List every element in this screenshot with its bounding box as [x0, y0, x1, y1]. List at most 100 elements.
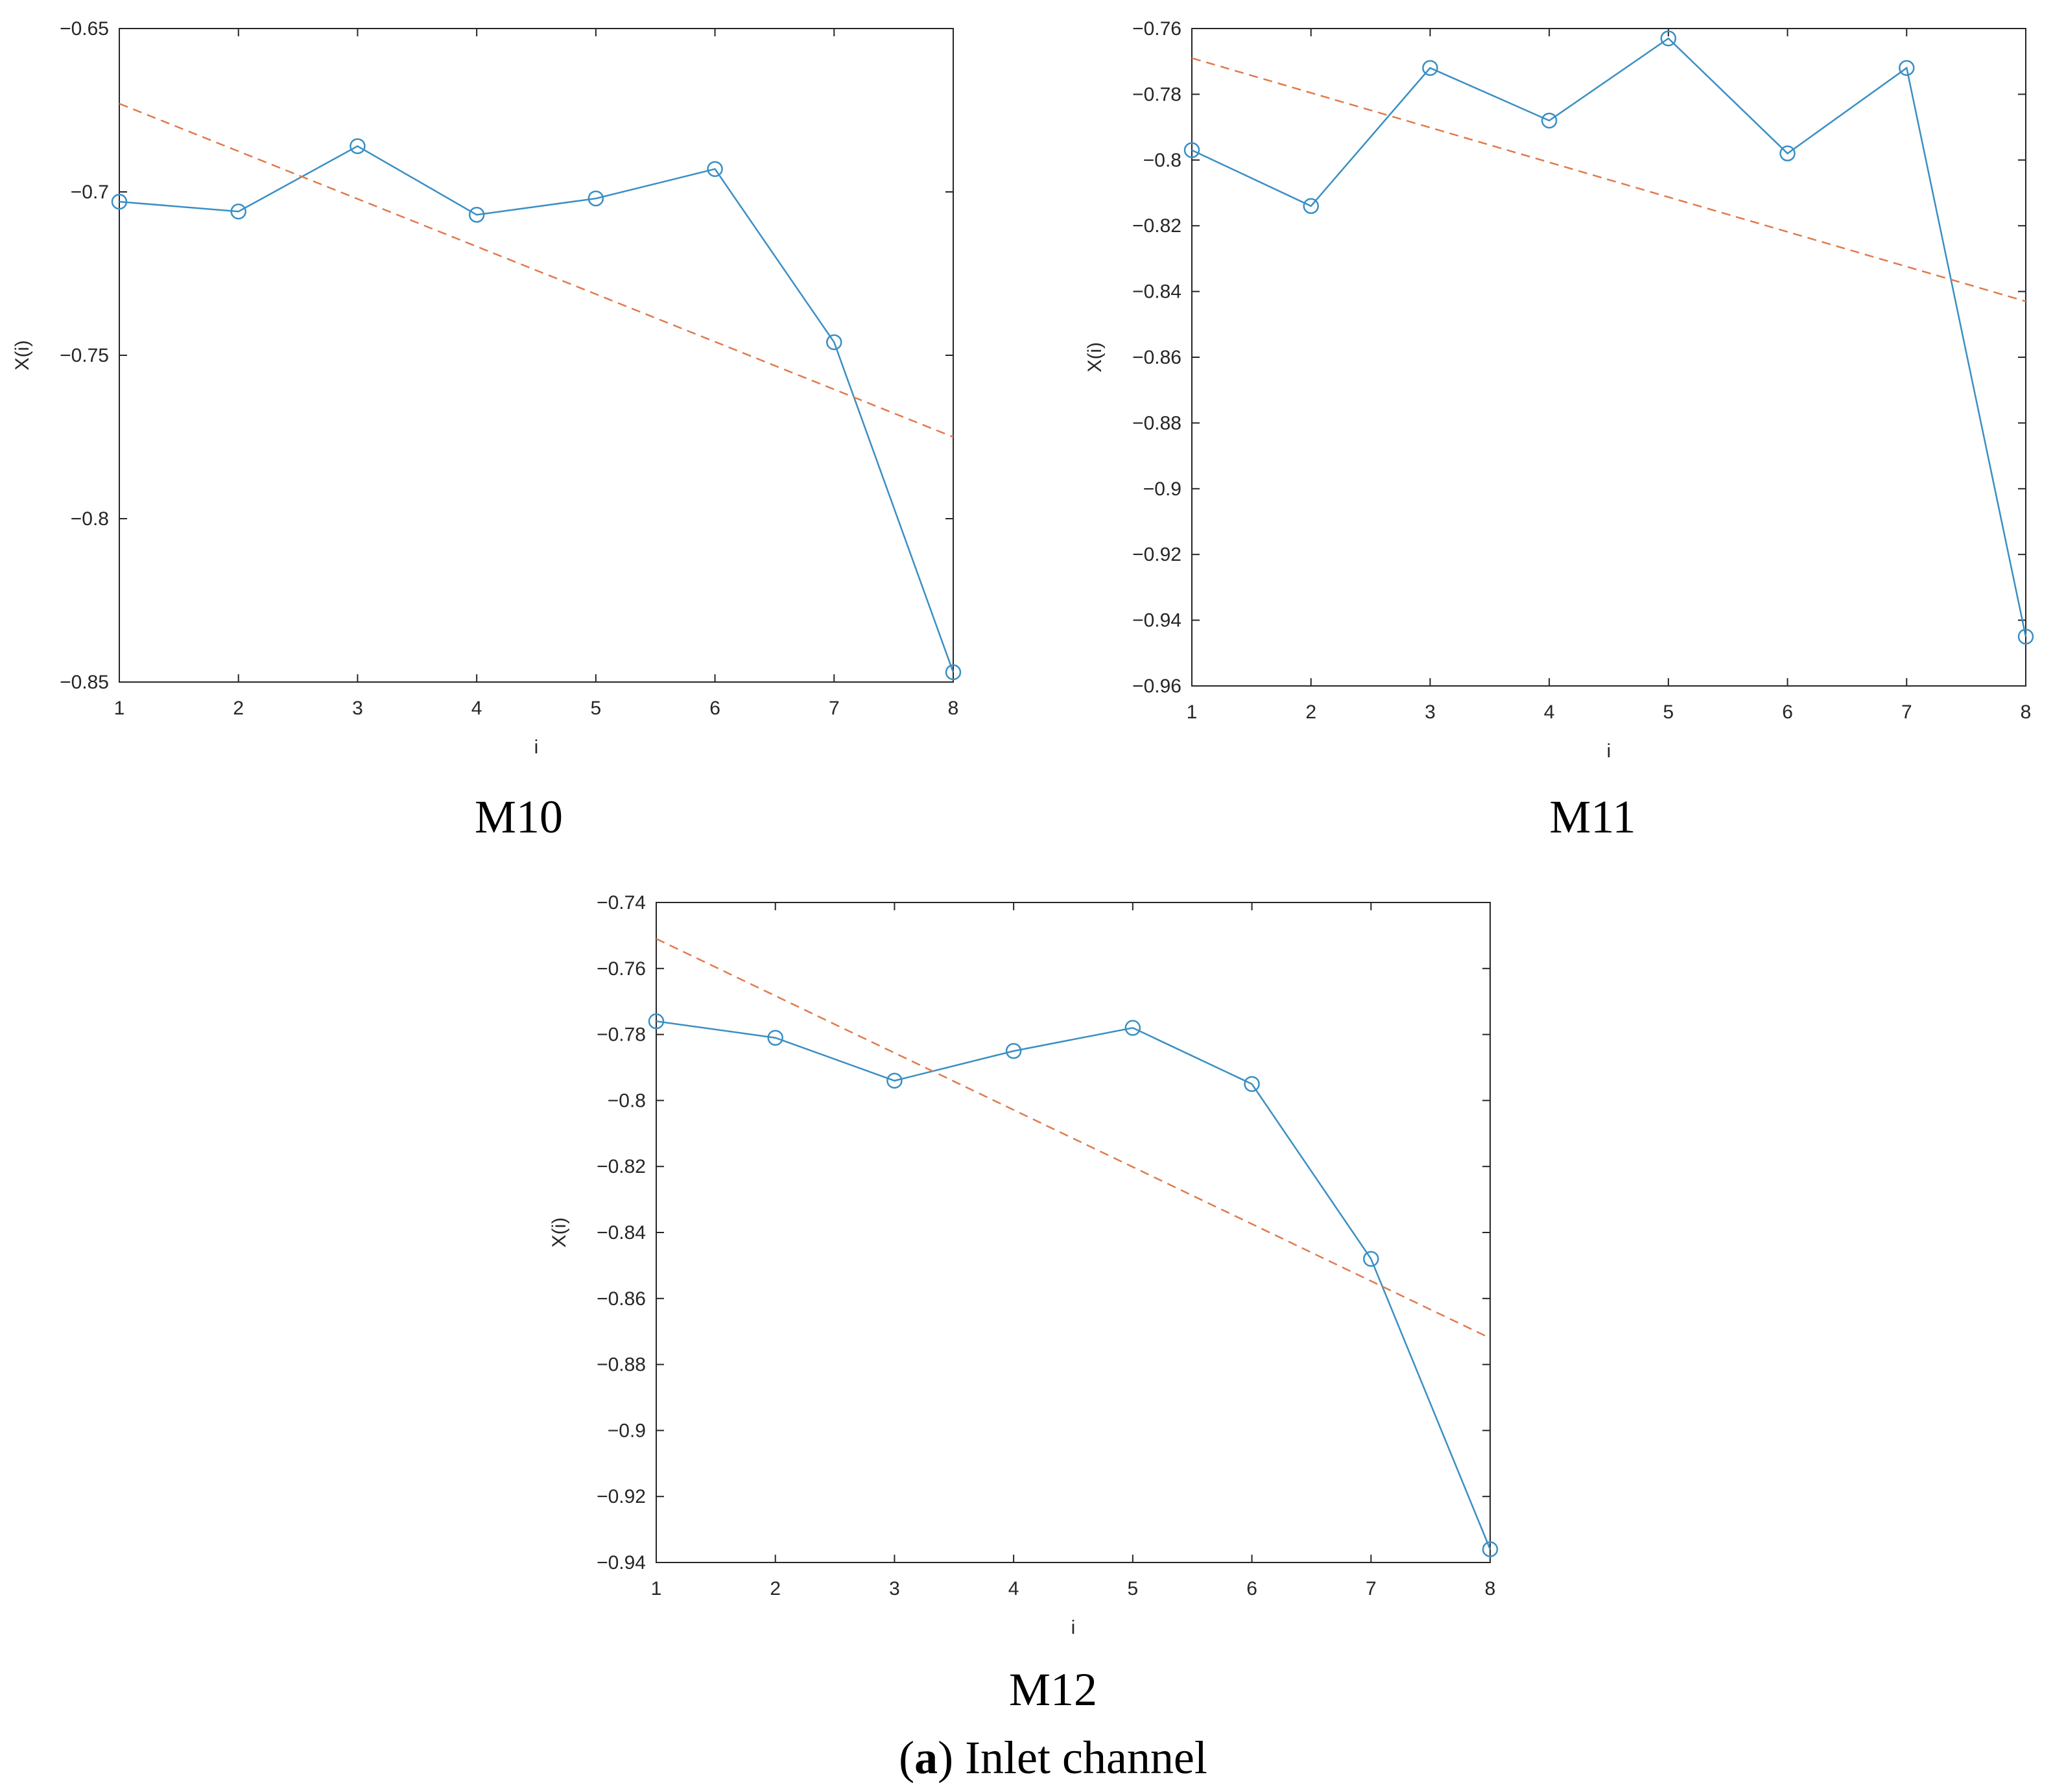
m10-ytick-label: −0.75 — [60, 345, 109, 366]
m12-trend-line — [656, 937, 1491, 1339]
m11-ytick-label: −0.94 — [1132, 610, 1181, 631]
m11-xtick-label: 1 — [1187, 701, 1198, 723]
m11-ylabel: X(i) — [1084, 342, 1106, 373]
m10-xtick-label: 8 — [948, 698, 959, 719]
m12-ylabel: X(i) — [549, 1218, 570, 1248]
m12-xtick-label: 1 — [651, 1578, 662, 1599]
m12-ytick-label: −0.9 — [608, 1420, 646, 1441]
m10-data-point — [230, 203, 246, 220]
m12-ytick-label: −0.94 — [597, 1552, 646, 1574]
m12-data-point — [648, 1013, 665, 1030]
m12-ytick-label: −0.74 — [597, 892, 646, 914]
caption-text: Inlet channel — [965, 1732, 1207, 1784]
caption-letter: a — [914, 1732, 938, 1784]
m11-axes-box — [1191, 28, 2026, 687]
m11-data-point — [1183, 142, 1200, 158]
m10-ylabel: X(i) — [12, 340, 33, 371]
m12-data-point — [886, 1072, 903, 1089]
m10-xtick-label: 1 — [114, 698, 125, 719]
panel-label-m11: M11 — [1549, 791, 1635, 843]
m11-ytick-label: −0.76 — [1132, 18, 1181, 40]
m11-xtick-label: 3 — [1425, 701, 1436, 723]
m10-xtick-label: 4 — [471, 698, 482, 719]
m12-data-point — [767, 1030, 783, 1046]
m12-xtick-label: 8 — [1485, 1578, 1496, 1599]
m11-xlabel: i — [1607, 740, 1611, 762]
m12-data-point — [1482, 1541, 1499, 1557]
m12-data-point — [1244, 1076, 1260, 1092]
m11-xtick-label: 8 — [2021, 701, 2032, 723]
m10-ytick-label: −0.65 — [60, 18, 109, 40]
m12-axes-box — [656, 902, 1491, 1563]
m10-ytick-label: −0.85 — [60, 672, 109, 693]
chart-m11: 1 2 3 4 5 6 7 8 −0.96 −0.94 −0.92 −0.9 −0.88 −0.86 −0.… — [1084, 18, 2034, 762]
m11-data-point — [1541, 112, 1558, 129]
m12-data-point — [1005, 1043, 1022, 1059]
m11-ytick-label: −0.88 — [1132, 412, 1181, 434]
m10-trend-line — [119, 102, 954, 438]
m12-xtick-label: 6 — [1246, 1578, 1257, 1599]
m10-data-point — [945, 664, 962, 681]
m10-data-point — [111, 193, 128, 210]
m11-data-point — [1779, 145, 1796, 161]
m10-series-line — [119, 145, 955, 673]
m11-series-line — [1191, 37, 2027, 637]
m11-ytick-label: −0.78 — [1132, 84, 1181, 105]
m10-data-point — [468, 207, 485, 223]
m12-ytick-label: −0.92 — [597, 1486, 646, 1507]
m11-ytick-label: −0.84 — [1132, 281, 1181, 303]
m12-ytick-label: −0.88 — [597, 1354, 646, 1376]
m12-ytick-label: −0.78 — [597, 1024, 646, 1046]
m10-xtick-label: 3 — [352, 698, 363, 719]
m12-xtick-label: 5 — [1128, 1578, 1139, 1599]
m11-xtick-label: 4 — [1544, 701, 1555, 723]
m12-xtick-label: 7 — [1366, 1578, 1377, 1599]
m12-ytick-label: −0.86 — [597, 1288, 646, 1310]
chart-m10: 1 2 3 4 5 6 7 8 −0.85 −0.8 −0.75 −0.7 −0.65 i X(i) — [12, 18, 962, 758]
m10-data-point — [707, 161, 723, 177]
m10-data-point — [587, 190, 604, 207]
m12-ytick-label: −0.84 — [597, 1222, 646, 1244]
m11-xtick-label: 5 — [1663, 701, 1674, 723]
m11-data-point — [1660, 30, 1677, 47]
m11-ytick-label: −0.8 — [1143, 150, 1181, 171]
m11-xtick-label: 2 — [1305, 701, 1316, 723]
m11-ytick-label: −0.92 — [1132, 544, 1181, 565]
m10-xtick-label: 2 — [233, 698, 244, 719]
m12-ytick-label: −0.82 — [597, 1156, 646, 1177]
m12-xlabel: i — [1071, 1617, 1076, 1638]
m11-data-point — [1422, 60, 1438, 77]
m12-series-line — [656, 1020, 1491, 1550]
m10-xtick-label: 5 — [591, 698, 602, 719]
m11-data-point — [2017, 628, 2034, 645]
m10-xlabel: i — [534, 737, 539, 758]
m11-ytick-label: −0.86 — [1132, 347, 1181, 368]
m11-ytick-label: −0.9 — [1143, 478, 1181, 500]
m11-data-point — [1303, 198, 1319, 215]
m11-xtick-label: 7 — [1901, 701, 1912, 723]
m11-trend-line — [1191, 57, 2026, 302]
m11-ytick-label: −0.82 — [1132, 215, 1181, 237]
m10-xtick-label: 7 — [829, 698, 840, 719]
m12-xtick-label: 2 — [770, 1578, 781, 1599]
m10-ytick-label: −0.8 — [71, 508, 109, 530]
m11-ytick-label: −0.96 — [1132, 676, 1181, 697]
figure-caption: (a) Inlet channel — [899, 1732, 1207, 1784]
m12-xtick-label: 3 — [889, 1578, 900, 1599]
panel-label-m12: M12 — [1009, 1664, 1097, 1715]
m10-xtick-label: 6 — [709, 698, 720, 719]
chart-m12: 1 2 3 4 5 6 7 8 −0.94 −0.92 −0.9 −0.88 −0.86 −0.84 −0.… — [549, 892, 1499, 1638]
m11-xtick-label: 6 — [1782, 701, 1793, 723]
m12-ytick-label: −0.76 — [597, 958, 646, 980]
m12-xtick-label: 4 — [1008, 1578, 1019, 1599]
m12-data-point — [1124, 1020, 1141, 1036]
m10-data-point — [826, 334, 842, 351]
m10-axes-box — [119, 28, 954, 683]
m12-data-point — [1363, 1251, 1379, 1267]
m12-ytick-label: −0.8 — [608, 1090, 646, 1111]
m10-ytick-label: −0.7 — [71, 182, 109, 203]
m11-data-point — [1899, 60, 1915, 77]
panel-label-m10: M10 — [475, 791, 563, 843]
m10-data-point — [350, 138, 366, 154]
